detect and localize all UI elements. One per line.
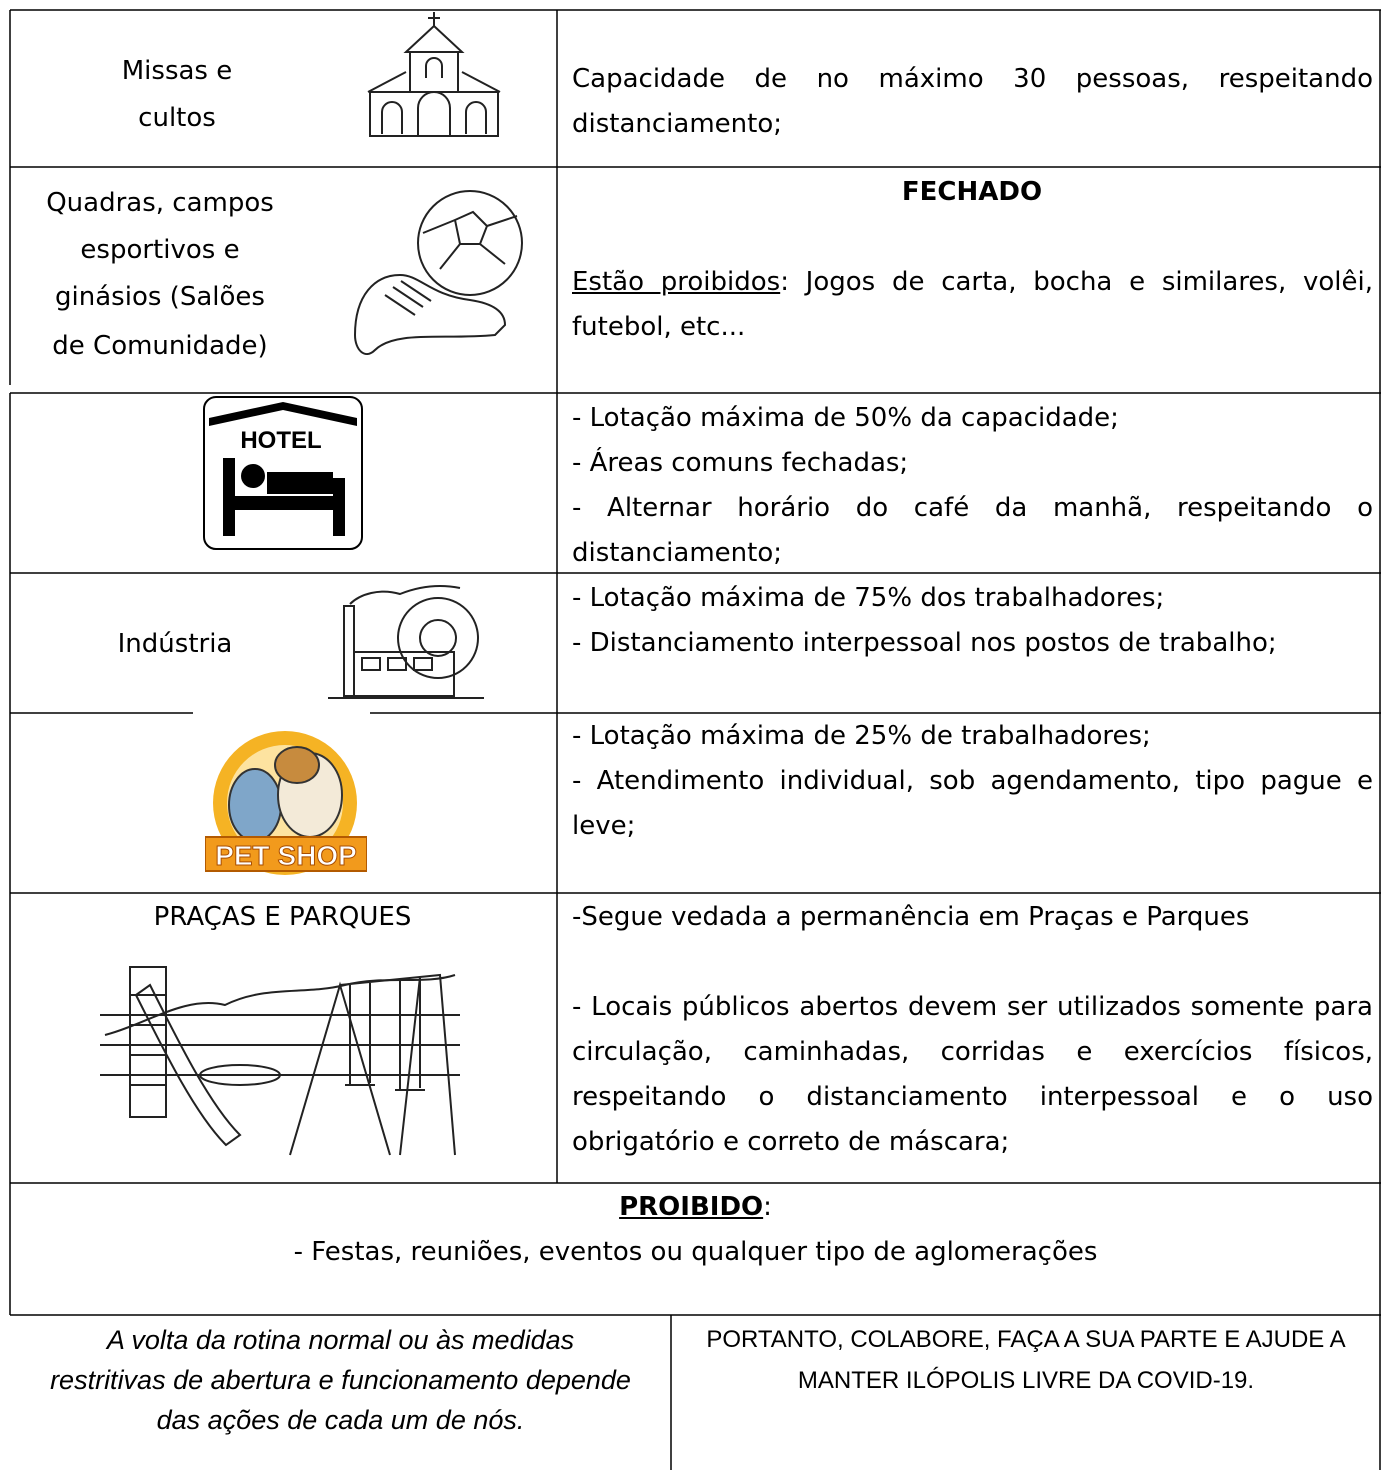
- row-text: Estão proibidos: Jogos de carta, bocha e…: [572, 260, 1373, 350]
- row-text: - Atendimento individual, sob agendament…: [572, 766, 1373, 841]
- row-label: cultos: [138, 103, 216, 133]
- factory-icon: [328, 585, 484, 699]
- row-label: ginásios (Salões: [55, 282, 265, 312]
- hotel-icon: HOTEL: [203, 396, 363, 550]
- row-text: - Áreas comuns fechadas;: [572, 448, 909, 478]
- row-label: de Comunidade): [52, 331, 268, 361]
- prohibited-title: PROIBIDO:: [10, 1185, 1381, 1230]
- row-text: - Distanciamento interpessoal nos postos…: [572, 628, 1277, 658]
- row-text: Capacidade de no máximo 30 pessoas, resp…: [572, 64, 1373, 139]
- prohibited-colon: :: [763, 1192, 772, 1222]
- row-text: - Locais públicos abertos devem ser util…: [572, 992, 1373, 1157]
- row-label: Indústria: [117, 629, 233, 659]
- row-label: Missas e: [121, 56, 233, 86]
- hotel-label: HOTEL: [240, 427, 321, 454]
- ball-shoe-icon: [353, 190, 523, 355]
- footer-right: PORTANTO, COLABORE, FAÇA A SUA PARTE E A…: [706, 1326, 1346, 1353]
- row-text: - Lotação máxima de 50% da capacidade;: [572, 403, 1119, 433]
- row-label: esportivos e: [80, 235, 240, 265]
- footer-left: das ações de cada um de nós.: [156, 1405, 525, 1435]
- footer-left: A volta da rotina normal ou às medidas: [106, 1325, 575, 1355]
- status: FECHADO: [901, 177, 1043, 207]
- row-text: - Alternar horário do café da manhã, res…: [572, 493, 1373, 568]
- prohibited-word: PROIBIDO: [619, 1192, 764, 1222]
- church-icon: [367, 12, 501, 137]
- row-text: - Lotação máxima de 25% de trabalhadores…: [572, 721, 1151, 751]
- footer-right: MANTER ILÓPOLIS LIVRE DA COVID-19.: [797, 1367, 1255, 1394]
- petshop-label: PET SHOP: [215, 840, 357, 871]
- underlined-text: Estão proibidos: [572, 267, 781, 297]
- footer-left: restritivas de abertura e funcionamento …: [50, 1365, 631, 1395]
- row-label: Quadras, campos: [46, 188, 274, 218]
- petshop-icon: PET SHOP: [205, 731, 367, 875]
- row-text: -Segue vedada a permanência em Praças e …: [572, 902, 1250, 932]
- row-text: - Lotação máxima de 75% dos trabalhadore…: [572, 583, 1165, 613]
- prohibited-text: - Festas, reuniões, eventos ou qualquer …: [293, 1237, 1098, 1267]
- row-label: PRAÇAS E PARQUES: [153, 902, 412, 932]
- row-text-rest: : Jogos de carta, bocha e similares, vol…: [572, 267, 1373, 342]
- playground-icon: [100, 966, 460, 1156]
